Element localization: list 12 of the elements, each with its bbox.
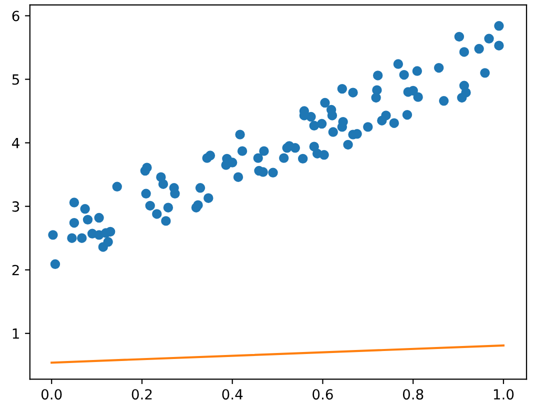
x-tick-label: 0.8 bbox=[402, 389, 424, 400]
x-tick-label: 0.6 bbox=[312, 389, 333, 400]
y-tick-label: 1 bbox=[12, 328, 19, 339]
y-tick-label: 4 bbox=[12, 138, 20, 148]
x-tick-label: 0.0 bbox=[41, 389, 62, 400]
x-tick-label: 1.0 bbox=[494, 389, 514, 400]
x-tick-label: 0.4 bbox=[222, 389, 243, 400]
y-tick-label: 5 bbox=[12, 74, 19, 85]
x-tick-label: 0.2 bbox=[132, 389, 152, 400]
y-tick-label: 6 bbox=[12, 10, 20, 22]
y-tick-label: 2 bbox=[12, 264, 19, 276]
y-tick-label: 3 bbox=[12, 201, 20, 212]
